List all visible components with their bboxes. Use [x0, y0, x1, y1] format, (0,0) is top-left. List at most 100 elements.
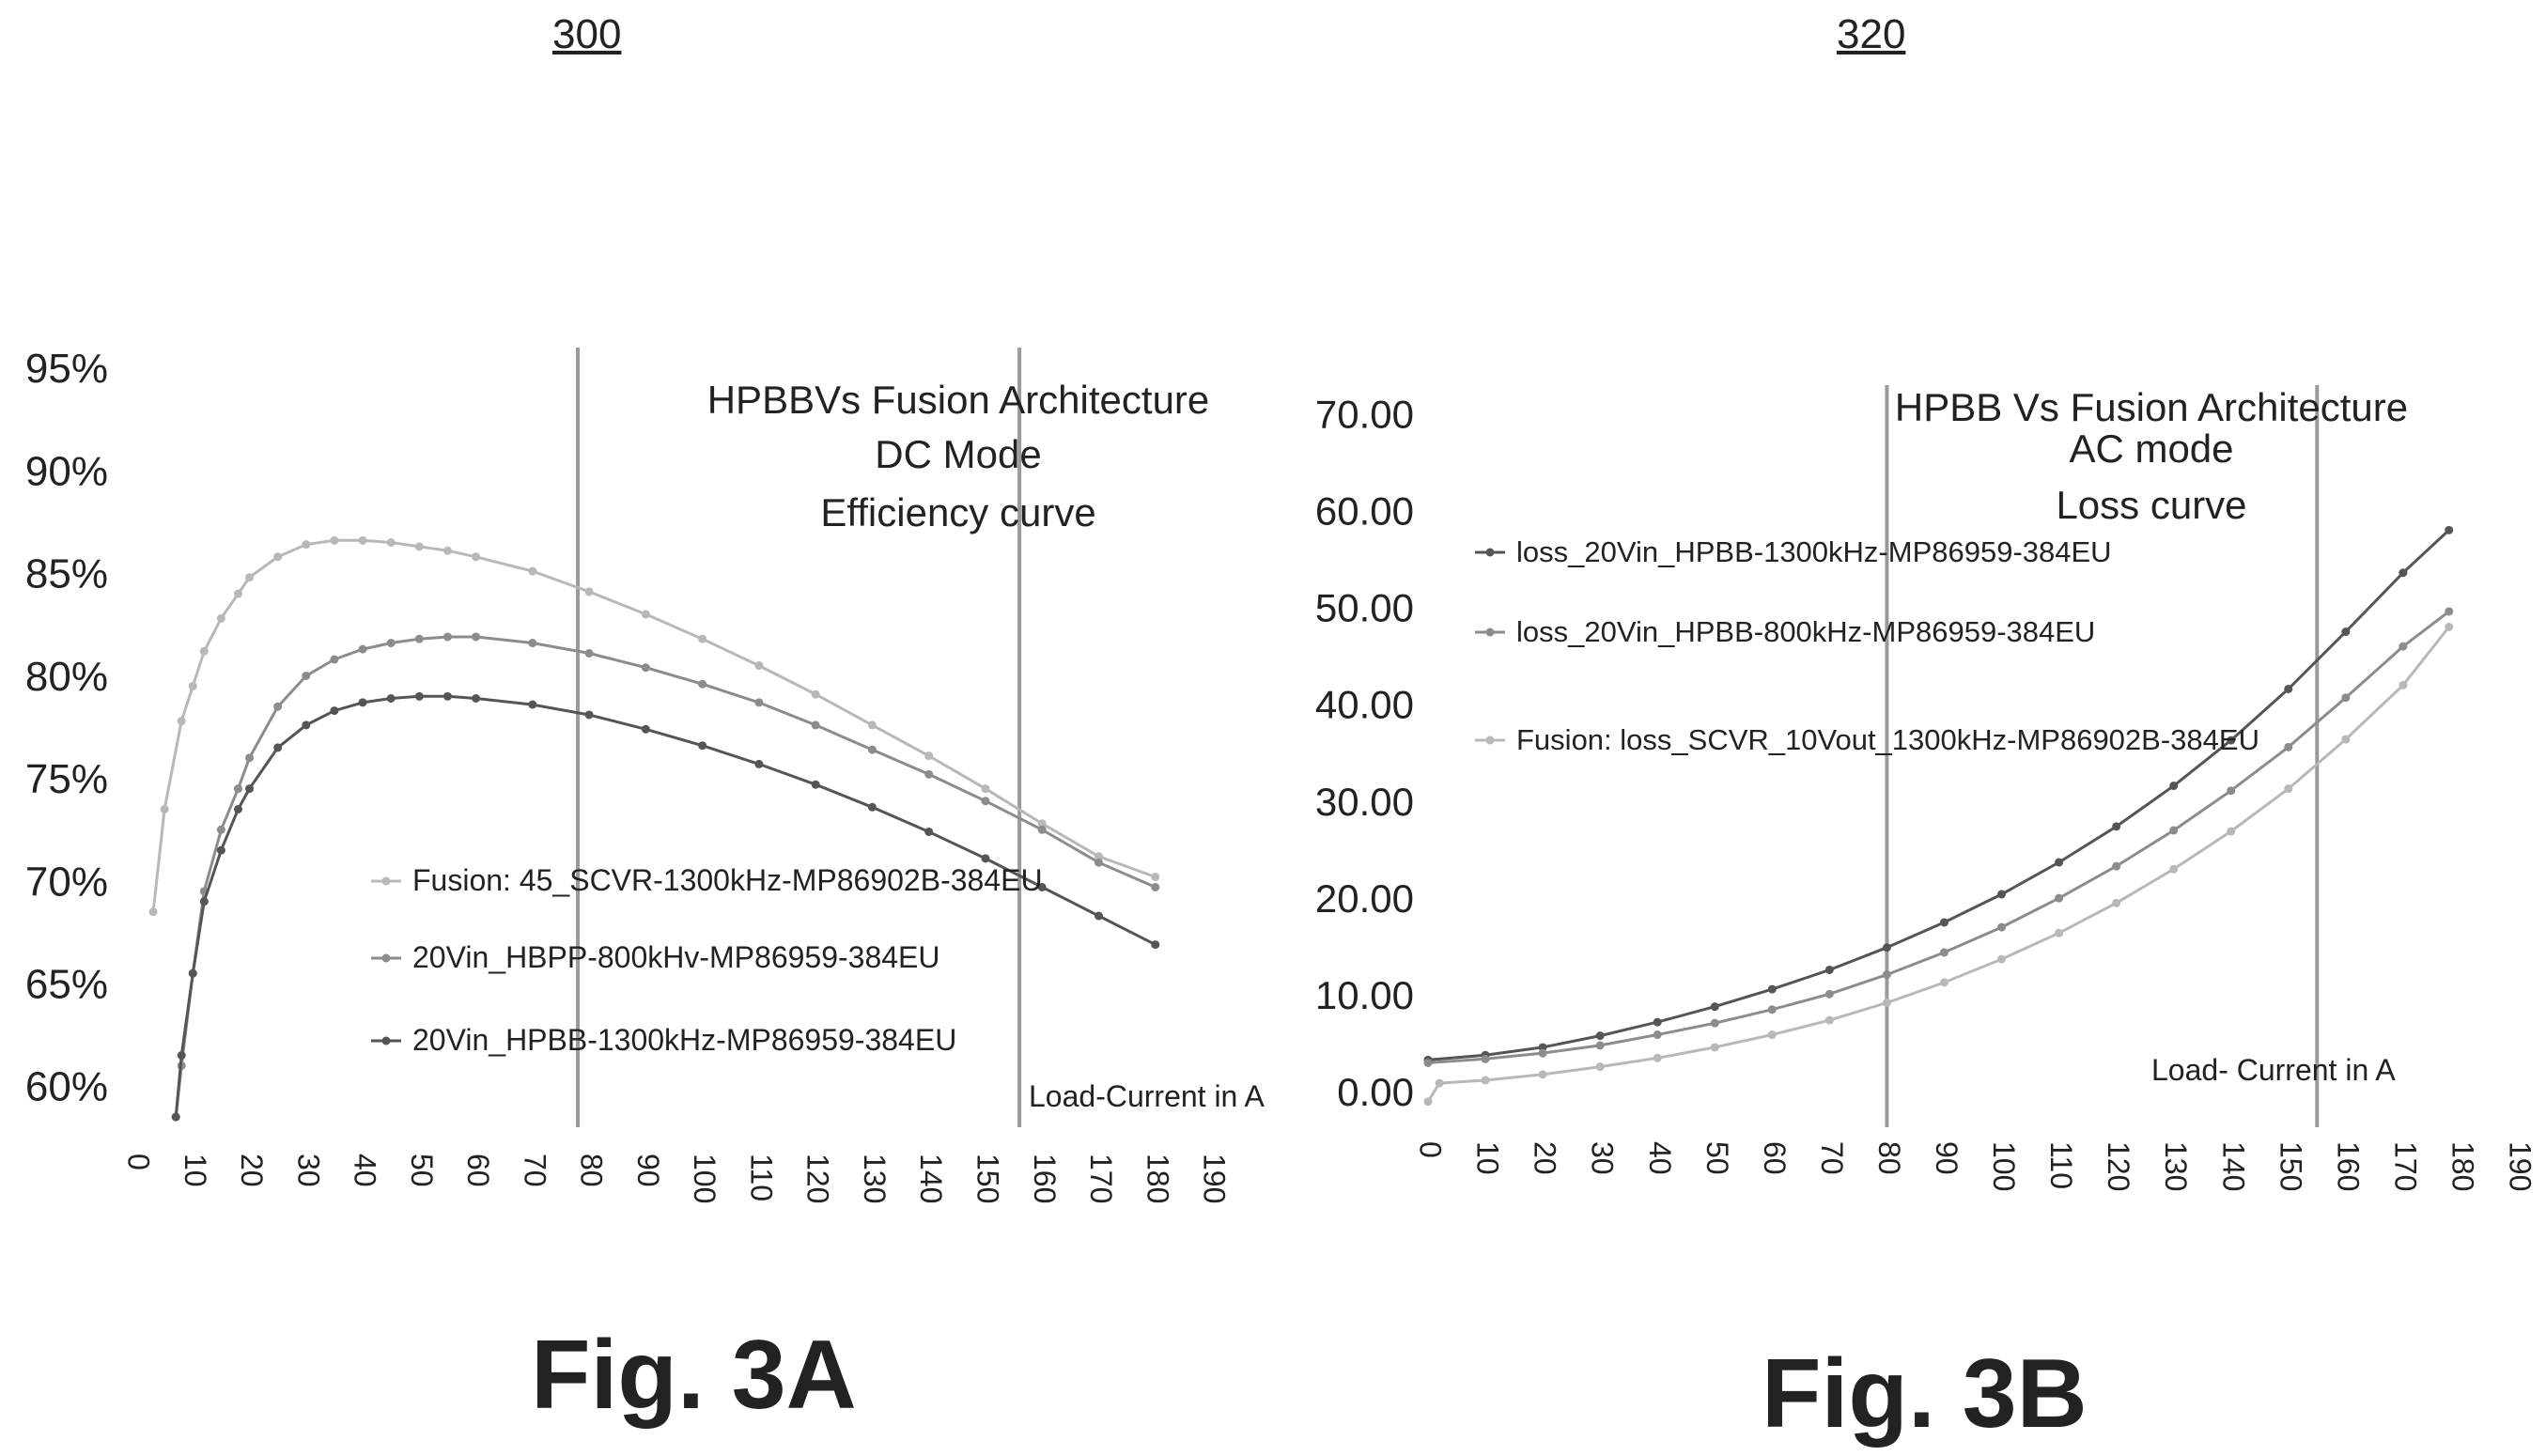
- y-tick-label: 20.00: [1315, 876, 1414, 921]
- series-2-point: [924, 769, 934, 779]
- legend-entry-3: 20Vin_HPBB-1300kHz-MP86959-384EU: [412, 1023, 956, 1057]
- x-tick-label: 90: [631, 1154, 665, 1187]
- y-tick-label: 50.00: [1315, 586, 1414, 630]
- series-2-point: [442, 632, 452, 642]
- series-1-point: [199, 646, 209, 656]
- x-tick-label: 0: [1414, 1141, 1448, 1158]
- y-tick-label: 65%: [25, 962, 108, 1008]
- series-1-point: [1824, 965, 1834, 974]
- series-line-3: [1426, 626, 2450, 1103]
- series-1-point: [442, 546, 452, 555]
- y-tick-label: 0.00: [1337, 1070, 1414, 1114]
- series-3-point: [1653, 1053, 1662, 1062]
- series-1-point: [177, 717, 186, 726]
- efficiency-chart: 60% 65% 70% 75% 80% 85% 90% 95% 0 10 20 30 40 50 60 70 8…: [25, 346, 1265, 1203]
- series-3-point: [216, 845, 225, 855]
- series-1-point: [472, 552, 481, 562]
- series-2-point: [528, 639, 537, 648]
- y-tick-label: 70.00: [1315, 392, 1414, 436]
- series-2-point: [273, 702, 283, 711]
- x-tick-label: 90: [1930, 1141, 1964, 1175]
- y-tick-label: 80%: [25, 654, 108, 700]
- series-2-point: [2284, 742, 2293, 751]
- series-1-point: [2341, 627, 2351, 637]
- series-3-point: [2341, 735, 2351, 744]
- chart-title-line: Efficiency curve: [820, 490, 1095, 534]
- series-2-point: [1423, 1058, 1433, 1067]
- series-2-point: [472, 632, 481, 642]
- series-2-point: [584, 648, 594, 658]
- series-3-point: [1882, 999, 1891, 1008]
- x-tick-label: 180: [1141, 1154, 1174, 1203]
- series-3-point: [386, 694, 396, 703]
- series-2-point: [867, 745, 877, 754]
- series-1-point: [1037, 819, 1047, 829]
- series-2-point: [1538, 1048, 1547, 1058]
- x-tick-label: 130: [858, 1154, 892, 1203]
- figure-b-reference-number: 320: [1837, 11, 1906, 57]
- y-tick-label: 95%: [25, 346, 108, 392]
- x-tick-label: 50: [1700, 1141, 1734, 1175]
- series-1-point: [924, 751, 934, 761]
- series-3-point: [641, 724, 650, 734]
- series-line-1: [1427, 529, 2450, 1061]
- series-2-point: [641, 663, 650, 673]
- series-2-point: [811, 720, 820, 730]
- y-tick-label: 85%: [25, 551, 108, 597]
- x-tick-label: 190: [1198, 1154, 1232, 1203]
- series-1-point: [358, 535, 367, 545]
- series-2-point: [1710, 1018, 1719, 1028]
- x-tick-label: 70: [1815, 1141, 1849, 1175]
- x-tick-label: 140: [2216, 1141, 2250, 1191]
- x-tick-label: 40: [349, 1154, 382, 1187]
- series-3-point: [414, 691, 424, 701]
- x-tick-label: 120: [801, 1154, 835, 1203]
- series-2-point: [1094, 858, 1103, 867]
- series-3-point: [754, 759, 764, 768]
- series-3-point: [924, 827, 934, 836]
- series-1-point: [584, 587, 594, 596]
- series-2-point: [1653, 1030, 1662, 1040]
- x-tick-label: 160: [2331, 1141, 2365, 1191]
- series-3-point: [188, 968, 197, 978]
- series-line-2: [1427, 610, 2450, 1064]
- series-2-point: [1595, 1041, 1605, 1050]
- series-2-point: [1939, 948, 1948, 957]
- legend-marker-1: [1485, 548, 1495, 557]
- x-tick-label: 60: [1758, 1141, 1792, 1175]
- series-2-point: [698, 679, 707, 689]
- series-2-point: [386, 639, 396, 648]
- legend-entry-3: Fusion: loss_SCVR_10Vout_1300kHz-MP86902…: [1516, 723, 2259, 756]
- x-tick-label: 100: [1987, 1141, 2021, 1191]
- series-2-point: [1151, 882, 1160, 891]
- series-3-point: [1997, 954, 2007, 964]
- x-tick-label: 170: [2388, 1141, 2422, 1191]
- y-tick-label: 90%: [25, 448, 108, 494]
- series-3-point: [981, 854, 990, 863]
- series-1-point: [1653, 1017, 1662, 1027]
- legend-entry-1: Fusion: 45_SCVR-1300kHz-MP86902B-384EU: [412, 863, 1043, 897]
- y-tick-label: 75%: [25, 756, 108, 802]
- series-3-point: [528, 700, 537, 709]
- x-tick-label: 150: [970, 1154, 1004, 1203]
- series-1-point: [754, 661, 764, 671]
- series-3-point: [1595, 1062, 1605, 1072]
- series-2-point: [2445, 607, 2454, 616]
- x-tick-label: 170: [1084, 1154, 1118, 1203]
- series-1-point: [528, 566, 537, 576]
- x-tick-label: 110: [744, 1154, 778, 1201]
- y-tick-label: 60%: [25, 1064, 108, 1110]
- legend-entry-1: loss_20Vin_HPBB-1300kHz-MP86959-384EU: [1516, 535, 2112, 568]
- series-3-point: [1538, 1070, 1547, 1079]
- x-tick-label: 50: [405, 1154, 439, 1187]
- x-tick-label: 80: [1872, 1141, 1906, 1175]
- x-tick-label: 130: [2159, 1141, 2193, 1191]
- series-1-point: [188, 681, 197, 690]
- figure-a-caption: Fig. 3A: [531, 1321, 857, 1430]
- x-tick-label: 20: [1529, 1141, 1562, 1175]
- chart-title-line: AC mode: [2069, 426, 2233, 471]
- y-tick-label: 30.00: [1315, 780, 1414, 824]
- series-3-point: [199, 897, 209, 906]
- legend-marker-3: [381, 1036, 391, 1046]
- series-3-point: [1423, 1097, 1433, 1107]
